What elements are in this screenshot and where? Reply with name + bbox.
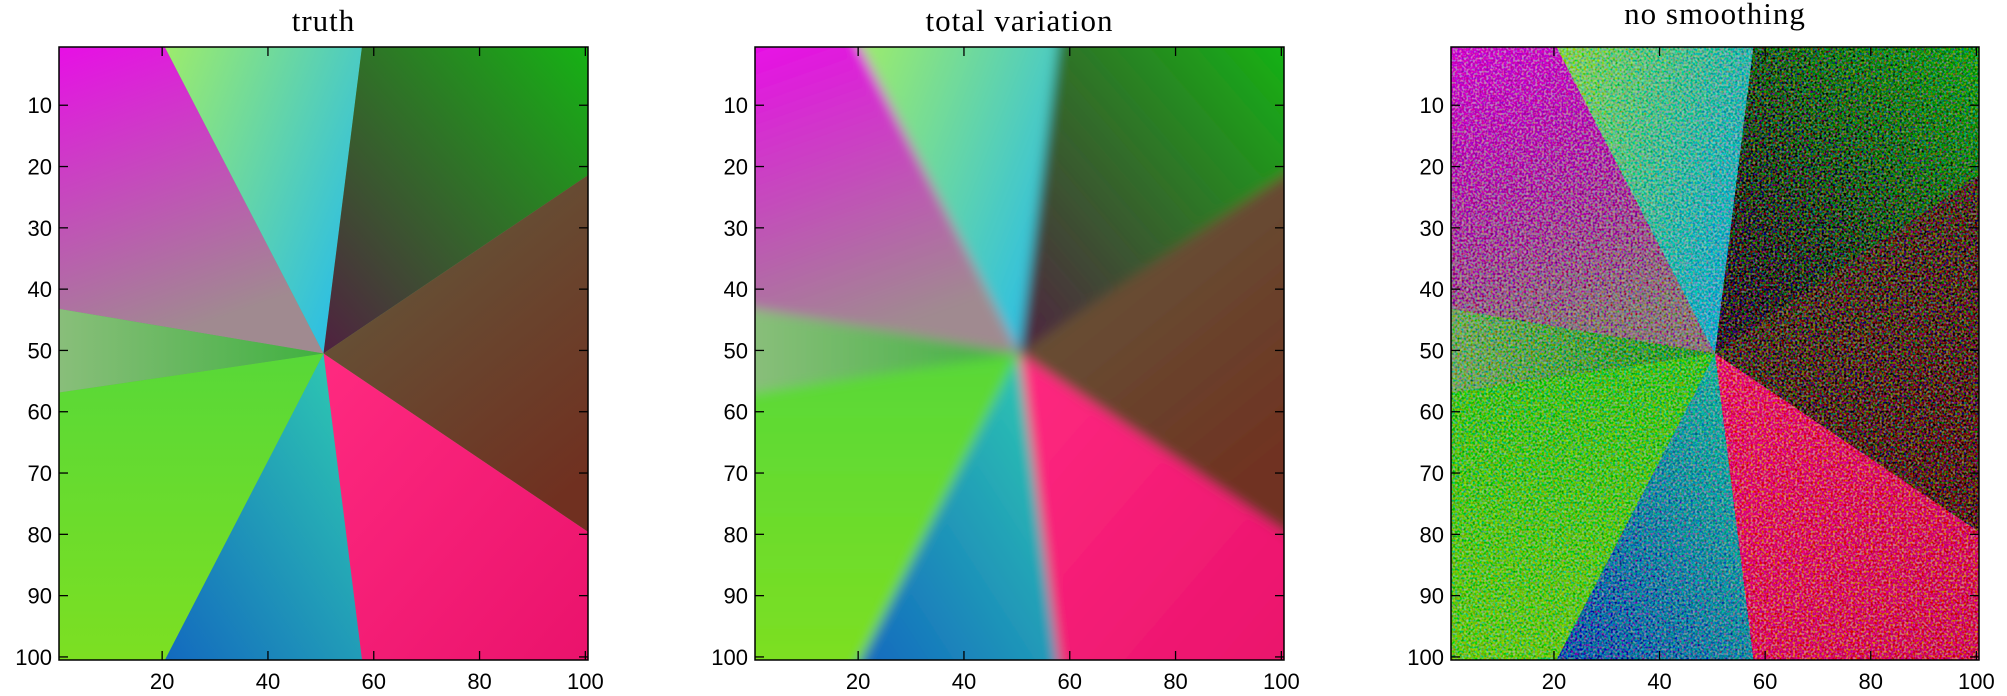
axes-frame <box>58 46 589 661</box>
x-tick-label: 40 <box>952 669 976 694</box>
y-tick-label: 30 <box>724 216 748 241</box>
y-tick-label: 90 <box>1420 584 1444 609</box>
y-tick-label: 10 <box>1420 93 1444 118</box>
x-tick-label: 60 <box>362 669 386 694</box>
image-region <box>755 353 1020 660</box>
image-region <box>1451 353 1715 660</box>
x-tick-label: 100 <box>1263 669 1300 694</box>
x-tick-label: 80 <box>467 669 491 694</box>
y-tick-label: 40 <box>1420 277 1444 302</box>
y-tick-label: 70 <box>28 461 52 486</box>
y-tick-label: 60 <box>1420 400 1444 425</box>
y-tick-label: 70 <box>1420 461 1444 486</box>
y-tick-label: 50 <box>724 338 748 363</box>
image-region <box>323 47 588 354</box>
y-tick-label: 40 <box>28 277 52 302</box>
chart-title: truth <box>292 3 356 38</box>
image-region <box>1019 175 1284 532</box>
image-region <box>1556 47 1754 354</box>
image-region <box>164 47 362 354</box>
y-tick-label: 20 <box>28 155 52 180</box>
y-tick-label: 80 <box>28 522 52 547</box>
x-tick-label: 20 <box>846 669 870 694</box>
image-content <box>1451 47 1979 660</box>
image-region <box>1715 47 1979 354</box>
y-tick-label: 100 <box>15 645 52 670</box>
x-tick-label: 20 <box>1542 669 1566 694</box>
y-tick-label: 90 <box>28 584 52 609</box>
x-tick-label: 60 <box>1753 669 1777 694</box>
axes-frame <box>1450 46 1980 661</box>
y-tick-label: 50 <box>28 338 52 363</box>
panel: 20 40 60 80 100 10 20 30 40 50 60 70 80 90 100 truth <box>15 3 604 694</box>
y-tick-label: 10 <box>28 93 52 118</box>
image-region <box>323 353 588 660</box>
image-content <box>59 47 588 660</box>
image-region <box>1715 353 1979 660</box>
axes-frame <box>754 46 1285 661</box>
image-content <box>755 47 1284 660</box>
panel: 20 40 60 80 100 10 20 30 40 50 60 70 80 90 100 no smoot… <box>1407 0 1995 694</box>
x-tick-label: 100 <box>1958 669 1995 694</box>
y-tick-label: 20 <box>724 155 748 180</box>
y-tick-label: 40 <box>724 277 748 302</box>
y-tick-label: 90 <box>724 584 748 609</box>
chart-title: no smoothing <box>1624 0 1806 31</box>
image-region <box>860 47 1058 354</box>
image-region <box>755 308 1020 393</box>
chart-title: total variation <box>925 3 1113 38</box>
image-region <box>323 175 588 532</box>
image-region <box>1556 353 1754 660</box>
x-tick-label: 100 <box>567 669 604 694</box>
image-region <box>59 47 324 354</box>
x-tick-label: 20 <box>150 669 174 694</box>
image-region <box>59 308 324 393</box>
y-tick-label: 30 <box>1420 216 1444 241</box>
image-region <box>59 353 324 660</box>
image-region <box>1019 47 1284 354</box>
image-region <box>860 353 1058 660</box>
image-region <box>164 353 362 660</box>
y-tick-label: 20 <box>1420 155 1444 180</box>
image-region <box>1451 308 1715 393</box>
x-tick-label: 80 <box>1163 669 1187 694</box>
x-tick-label: 80 <box>1859 669 1883 694</box>
y-tick-label: 100 <box>1407 645 1444 670</box>
y-tick-label: 60 <box>724 400 748 425</box>
panel: 20 40 60 80 100 10 20 30 40 50 60 70 80 90 100 total va… <box>711 3 1300 694</box>
y-tick-label: 50 <box>1420 338 1444 363</box>
x-tick-label: 40 <box>256 669 280 694</box>
y-tick-label: 80 <box>1420 522 1444 547</box>
image-region <box>755 47 1020 354</box>
y-tick-label: 100 <box>711 645 748 670</box>
x-tick-label: 60 <box>1058 669 1082 694</box>
x-tick-label: 40 <box>1647 669 1671 694</box>
y-tick-label: 10 <box>724 93 748 118</box>
image-region <box>1715 175 1979 532</box>
image-region <box>1019 353 1284 660</box>
y-tick-label: 80 <box>724 522 748 547</box>
image <box>1451 47 1979 660</box>
image <box>755 47 1284 660</box>
image-region <box>1451 47 1715 354</box>
y-tick-label: 30 <box>28 216 52 241</box>
y-tick-label: 70 <box>724 461 748 486</box>
image <box>59 47 588 660</box>
y-tick-label: 60 <box>28 400 52 425</box>
